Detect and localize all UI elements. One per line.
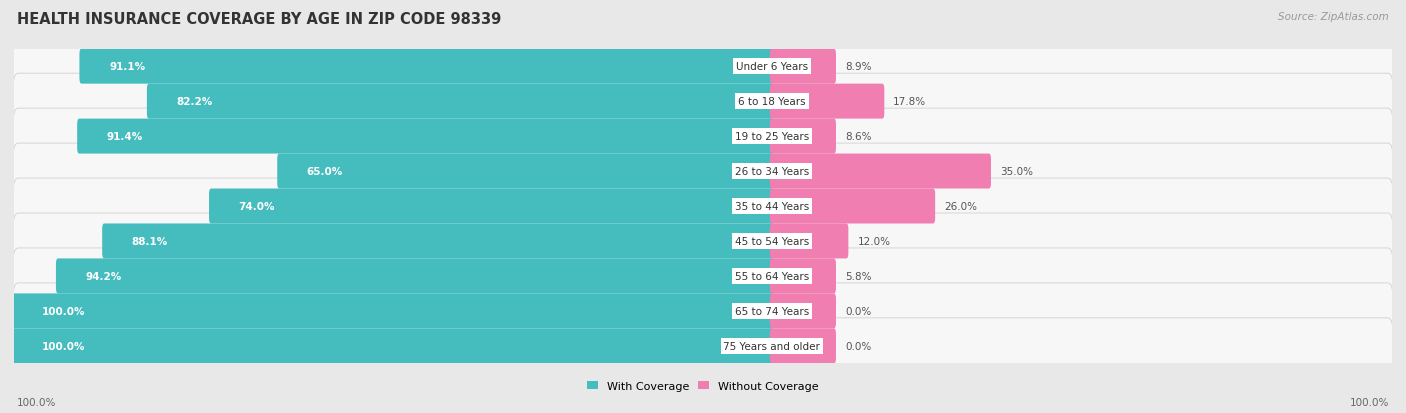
FancyBboxPatch shape xyxy=(770,154,991,189)
Text: 94.2%: 94.2% xyxy=(86,271,122,281)
Text: 100.0%: 100.0% xyxy=(1350,397,1389,407)
FancyBboxPatch shape xyxy=(14,214,1392,269)
FancyBboxPatch shape xyxy=(13,294,773,329)
FancyBboxPatch shape xyxy=(14,283,1392,339)
FancyBboxPatch shape xyxy=(770,259,837,294)
Text: 0.0%: 0.0% xyxy=(845,306,872,316)
FancyBboxPatch shape xyxy=(80,50,773,84)
Text: 82.2%: 82.2% xyxy=(177,97,212,107)
Text: 91.1%: 91.1% xyxy=(110,62,145,72)
Text: 26.0%: 26.0% xyxy=(945,202,977,211)
Text: 65 to 74 Years: 65 to 74 Years xyxy=(735,306,808,316)
Text: 8.6%: 8.6% xyxy=(845,132,872,142)
Text: HEALTH INSURANCE COVERAGE BY AGE IN ZIP CODE 98339: HEALTH INSURANCE COVERAGE BY AGE IN ZIP … xyxy=(17,12,501,27)
Text: 17.8%: 17.8% xyxy=(893,97,927,107)
FancyBboxPatch shape xyxy=(209,189,773,224)
Text: 5.8%: 5.8% xyxy=(845,271,872,281)
Text: 88.1%: 88.1% xyxy=(132,236,169,247)
FancyBboxPatch shape xyxy=(14,248,1392,304)
FancyBboxPatch shape xyxy=(146,84,773,119)
FancyBboxPatch shape xyxy=(14,178,1392,235)
Text: 26 to 34 Years: 26 to 34 Years xyxy=(735,166,808,177)
Text: 55 to 64 Years: 55 to 64 Years xyxy=(735,271,808,281)
Legend: With Coverage, Without Coverage: With Coverage, Without Coverage xyxy=(582,377,824,396)
FancyBboxPatch shape xyxy=(14,74,1392,130)
Text: Source: ZipAtlas.com: Source: ZipAtlas.com xyxy=(1278,12,1389,22)
FancyBboxPatch shape xyxy=(770,329,837,363)
Text: 8.9%: 8.9% xyxy=(845,62,872,72)
Text: 100.0%: 100.0% xyxy=(17,397,56,407)
Text: 35 to 44 Years: 35 to 44 Years xyxy=(735,202,808,211)
Text: 12.0%: 12.0% xyxy=(858,236,890,247)
FancyBboxPatch shape xyxy=(14,109,1392,165)
FancyBboxPatch shape xyxy=(14,39,1392,95)
Text: 35.0%: 35.0% xyxy=(1000,166,1033,177)
Text: Under 6 Years: Under 6 Years xyxy=(735,62,808,72)
Text: 0.0%: 0.0% xyxy=(845,341,872,351)
FancyBboxPatch shape xyxy=(14,144,1392,199)
Text: 100.0%: 100.0% xyxy=(42,306,86,316)
Text: 6 to 18 Years: 6 to 18 Years xyxy=(738,97,806,107)
FancyBboxPatch shape xyxy=(770,119,837,154)
FancyBboxPatch shape xyxy=(77,119,773,154)
FancyBboxPatch shape xyxy=(770,84,884,119)
FancyBboxPatch shape xyxy=(770,224,848,259)
Text: 19 to 25 Years: 19 to 25 Years xyxy=(735,132,808,142)
Text: 91.4%: 91.4% xyxy=(107,132,143,142)
Text: 75 Years and older: 75 Years and older xyxy=(724,341,820,351)
Text: 100.0%: 100.0% xyxy=(42,341,86,351)
FancyBboxPatch shape xyxy=(13,329,773,363)
Text: 74.0%: 74.0% xyxy=(239,202,276,211)
Text: 45 to 54 Years: 45 to 54 Years xyxy=(735,236,808,247)
FancyBboxPatch shape xyxy=(277,154,773,189)
FancyBboxPatch shape xyxy=(14,318,1392,374)
FancyBboxPatch shape xyxy=(770,294,837,329)
FancyBboxPatch shape xyxy=(770,50,837,84)
Text: 65.0%: 65.0% xyxy=(307,166,343,177)
FancyBboxPatch shape xyxy=(103,224,773,259)
FancyBboxPatch shape xyxy=(770,189,935,224)
FancyBboxPatch shape xyxy=(56,259,773,294)
